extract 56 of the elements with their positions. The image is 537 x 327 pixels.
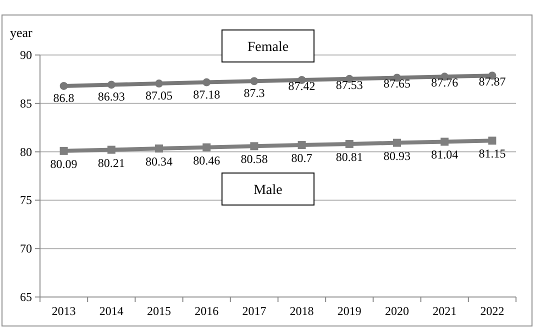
x-tick-label: 2021 xyxy=(432,304,457,318)
point xyxy=(250,77,258,86)
point xyxy=(202,143,211,152)
point xyxy=(107,146,116,154)
data-label: 87.65 xyxy=(384,76,410,91)
y-tick-label: 90 xyxy=(20,48,32,62)
data-label: 80.09 xyxy=(50,156,78,171)
data-label: 87.76 xyxy=(431,76,458,90)
x-tick-label: 2017 xyxy=(242,304,266,318)
point xyxy=(202,78,211,86)
point xyxy=(440,138,449,146)
y-tick-label: 75 xyxy=(20,193,32,208)
point xyxy=(107,80,116,89)
y-tick-label: 85 xyxy=(20,96,32,110)
data-label: 87.53 xyxy=(336,78,363,92)
data-label: 87.05 xyxy=(146,88,172,103)
y-tick-label: 80 xyxy=(20,144,32,159)
point xyxy=(155,144,163,153)
name-box: Female xyxy=(222,29,314,62)
data-label: 87.42 xyxy=(288,78,316,93)
data-label: 87.3 xyxy=(244,86,265,100)
point xyxy=(60,146,68,155)
name-box: Male xyxy=(222,172,314,206)
point xyxy=(488,136,496,145)
point xyxy=(155,80,163,88)
x-tick-label: 2020 xyxy=(385,304,409,318)
data-label: 80.21 xyxy=(98,156,125,170)
data-label: 80.81 xyxy=(336,150,363,164)
point xyxy=(393,138,401,147)
data-label: 80.7 xyxy=(291,151,312,166)
data-label: 81.15 xyxy=(478,146,506,161)
y-tick-label: 65 xyxy=(20,290,32,304)
y-axis-title: year xyxy=(10,25,34,40)
data-label: 80.58 xyxy=(240,152,268,166)
series-label: Female xyxy=(247,40,289,55)
x-tick-label: 2016 xyxy=(194,304,219,318)
data-label: 87.18 xyxy=(193,87,220,102)
data-label: 86.93 xyxy=(98,90,125,104)
point xyxy=(345,140,354,148)
data-label: 80.93 xyxy=(384,148,410,163)
data-label: 81.04 xyxy=(431,148,458,162)
y-tick-label: 70 xyxy=(20,242,32,256)
x-tick-label: 2014 xyxy=(99,304,124,318)
data-label: 87.87 xyxy=(478,74,506,89)
x-tick-label: 2019 xyxy=(337,304,362,318)
point xyxy=(298,141,306,150)
data-label: 80.34 xyxy=(146,154,172,169)
data-label: 80.46 xyxy=(193,153,220,168)
x-tick-label: 2018 xyxy=(290,304,314,318)
text: Male xyxy=(254,183,282,198)
x-tick-label: 2015 xyxy=(147,304,171,318)
x-tick-label: 2013 xyxy=(52,304,76,318)
point xyxy=(60,82,68,90)
x-tick-label: 2022 xyxy=(480,304,504,318)
point xyxy=(250,142,258,150)
data-label: 86.8 xyxy=(53,90,74,105)
